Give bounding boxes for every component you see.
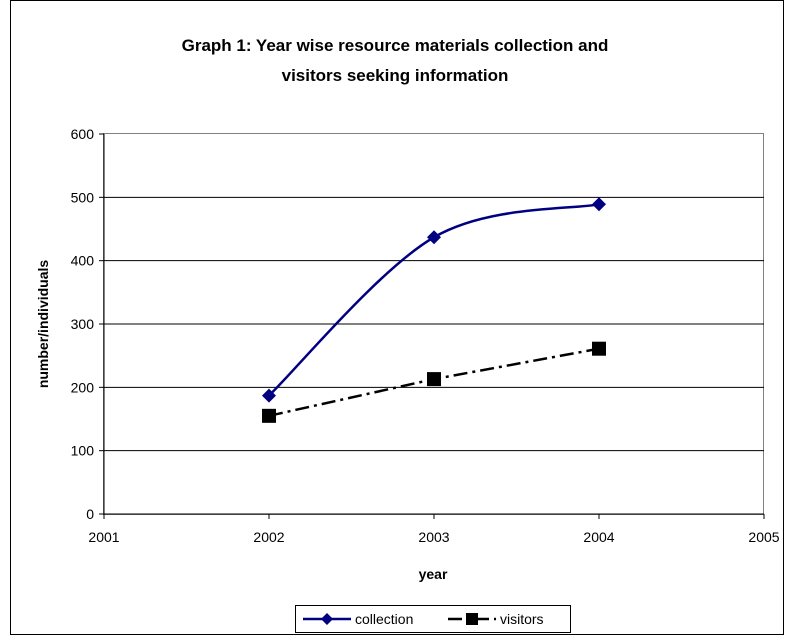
x-tick-label: 2005 bbox=[748, 529, 779, 545]
y-tick-label: 0 bbox=[86, 506, 94, 522]
legend-visitors-marker bbox=[466, 613, 478, 625]
x-tick-label: 2001 bbox=[88, 529, 119, 545]
y-axis-title: number/individuals bbox=[35, 260, 51, 389]
chart-title-line-1: Graph 1: Year wise resource materials co… bbox=[182, 36, 609, 55]
legend: collection visitors bbox=[295, 605, 571, 633]
x-tick-label: 2003 bbox=[418, 529, 449, 545]
legend-collection-marker bbox=[321, 613, 333, 625]
y-tick-label: 300 bbox=[71, 316, 95, 332]
x-tick-label: 2002 bbox=[253, 529, 284, 545]
x-axis-title: year bbox=[419, 566, 448, 582]
data-point-collection bbox=[427, 230, 441, 245]
legend-visitors-label: visitors bbox=[500, 611, 544, 627]
data-point-collection bbox=[262, 388, 276, 403]
data-point-visitors bbox=[262, 408, 276, 423]
data-point-visitors bbox=[427, 372, 441, 387]
y-tick-label: 200 bbox=[71, 379, 95, 395]
data-point-collection bbox=[592, 197, 606, 212]
y-tick-label: 500 bbox=[71, 189, 95, 205]
y-tick-label: 600 bbox=[71, 126, 95, 142]
gridlines bbox=[104, 196, 764, 452]
x-tick-label: 2004 bbox=[583, 529, 614, 545]
axes: 0 100 200 300 400 500 600 2001 2002 2003 2004 2005 bbox=[71, 126, 780, 545]
y-tick-label: 100 bbox=[71, 443, 95, 459]
data-point-visitors bbox=[592, 341, 606, 356]
legend-collection-label: collection bbox=[355, 611, 413, 627]
y-tick-label: 400 bbox=[71, 253, 95, 269]
series-layer bbox=[262, 197, 606, 423]
chart-title-line-2: visitors seeking information bbox=[282, 66, 509, 85]
